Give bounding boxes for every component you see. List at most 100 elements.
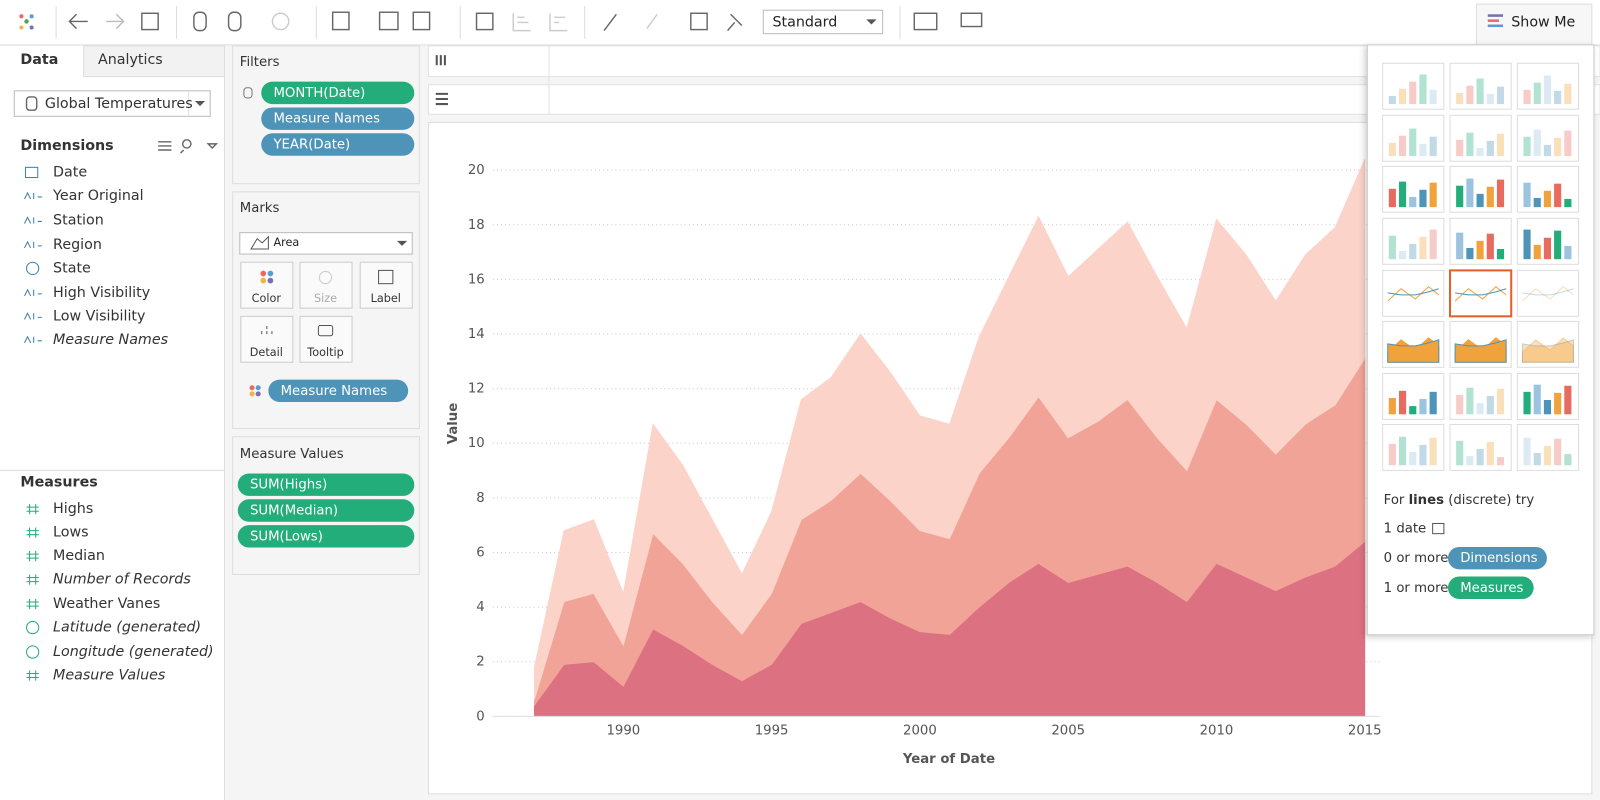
measure-value-pill[interactable] (237, 525, 415, 548)
thumb-mark (1486, 233, 1494, 260)
thumb-mark (1388, 142, 1396, 157)
clear-icon[interactable] (412, 11, 431, 31)
dimension-field[interactable]: Measure Names (53, 332, 169, 348)
measure-field[interactable]: Longitude (generated) (53, 644, 214, 660)
measure-field[interactable]: Lows (53, 525, 89, 541)
thumb-mark (1533, 82, 1541, 105)
measure-value-pill[interactable] (237, 473, 415, 496)
mark-button[interactable] (359, 261, 413, 309)
dimension-field[interactable]: State (53, 260, 91, 276)
chart-thumbnail[interactable] (1449, 423, 1512, 471)
thumb-mark (1496, 457, 1505, 466)
data-source-dropdown[interactable] (13, 90, 211, 117)
chart-thumbnail[interactable] (1516, 62, 1580, 110)
marks-pill[interactable]: Measure Names (281, 384, 388, 399)
measure-field[interactable]: Highs (53, 501, 93, 517)
sort-desc-icon[interactable] (549, 13, 568, 32)
thumb-mark (1456, 440, 1464, 466)
save-icon[interactable] (141, 12, 159, 31)
mark-button[interactable] (240, 315, 294, 363)
show-me-label[interactable]: Show Me (1511, 14, 1575, 30)
chart-thumbnail[interactable] (1449, 62, 1512, 110)
chart-thumbnail[interactable] (1516, 114, 1580, 162)
datasource-icon[interactable] (227, 11, 242, 32)
thumb-line (1522, 288, 1574, 296)
refresh-icon[interactable] (271, 12, 290, 31)
dimension-field[interactable]: Region (53, 237, 102, 253)
dropdown-arrow (396, 240, 408, 246)
color-dot (260, 270, 267, 277)
filter-pill[interactable] (261, 81, 415, 105)
mark-button-label[interactable]: Detail (250, 346, 283, 359)
measure-field[interactable]: Number of Records (53, 572, 191, 588)
dimension-tools[interactable] (158, 139, 219, 154)
filter[interactable]: YEAR(Date) (272, 137, 350, 152)
dimension-field[interactable]: Low Visibility (53, 308, 146, 324)
dimension-field[interactable]: Year Original (52, 188, 144, 204)
dimension-field[interactable]: High Visibility (53, 285, 151, 301)
filter-pill[interactable] (261, 133, 415, 156)
mark-button-label[interactable]: Tooltip (306, 346, 343, 359)
show-me-hint: For lines (discrete) try (1384, 493, 1535, 508)
pin-icon[interactable] (727, 13, 743, 32)
measure-value[interactable]: SUM(Lows) (250, 529, 323, 544)
view-size-dropdown[interactable] (762, 9, 884, 35)
mark-button[interactable] (299, 261, 353, 309)
mark-button-label[interactable]: Color (252, 292, 282, 305)
sort-asc-icon[interactable] (512, 13, 531, 32)
chart-thumbnail[interactable] (1516, 269, 1580, 317)
chart-thumbnail[interactable] (1382, 217, 1445, 265)
forward-icon[interactable] (106, 13, 125, 30)
filter[interactable]: Measure Names (273, 112, 380, 127)
thumb-line (1387, 288, 1439, 296)
duplicate-icon[interactable] (378, 11, 399, 31)
geo-icon (26, 620, 40, 635)
text-icon[interactable] (690, 12, 708, 31)
thumb-mark (1476, 78, 1484, 105)
mark-button-label[interactable]: Size (314, 292, 337, 305)
measure-value-pill[interactable] (237, 499, 415, 522)
chart-thumbnail[interactable] (1516, 320, 1580, 368)
measure-value[interactable]: SUM(Median) (250, 504, 338, 519)
chart-thumbnail[interactable] (1382, 423, 1445, 471)
chart: 0 2 4 6 8 10 12 14 16 18 20 1990 1995 2000 2005 2010 201… (446, 159, 1382, 767)
marks-pill-pill[interactable] (268, 379, 409, 403)
mark-button[interactable] (299, 315, 353, 363)
highlight-icon[interactable] (603, 13, 617, 32)
measure-field[interactable]: Weather Vanes (53, 596, 160, 612)
requirement[interactable]: Measures (1460, 581, 1523, 596)
measure-field[interactable]: Latitude (generated) (53, 620, 201, 636)
chart-thumbnail[interactable] (1449, 372, 1512, 420)
chart-thumbnail[interactable] (1449, 114, 1512, 162)
requirement-pill[interactable] (1447, 576, 1534, 599)
thumb-mark (1543, 75, 1552, 105)
chart-thumbnail[interactable] (1382, 62, 1445, 110)
analytics-tab-label[interactable]: Analytics (98, 52, 163, 68)
attach-icon[interactable] (646, 13, 658, 29)
back-icon[interactable] (68, 13, 88, 30)
y-tick-label: 14 (468, 327, 485, 342)
new-sheet-icon[interactable] (331, 11, 350, 31)
requirement-pill[interactable] (1447, 546, 1547, 570)
measure-field[interactable]: Median (53, 548, 105, 564)
dimension-field[interactable]: Station (53, 212, 104, 228)
color-dot (255, 391, 261, 397)
analytics-tab[interactable] (83, 45, 225, 78)
mark-button-label[interactable]: Label (371, 292, 401, 305)
dimension-field[interactable]: Date (53, 164, 87, 180)
chart-thumbnail[interactable] (1516, 423, 1580, 471)
new-datasource-icon[interactable] (193, 11, 207, 32)
measure-value[interactable]: SUM(Highs) (250, 478, 327, 493)
cards-icon[interactable] (913, 12, 938, 31)
mark-button[interactable] (240, 261, 294, 309)
mark-type-dropdown[interactable] (239, 232, 413, 255)
chart-thumbnail[interactable] (1382, 114, 1445, 162)
swap-icon[interactable] (475, 12, 494, 31)
mark-type: Area (273, 236, 299, 249)
filter-pill[interactable] (261, 107, 415, 130)
measure-field[interactable]: Measure Values (53, 668, 166, 684)
requirement[interactable]: Dimensions (1460, 551, 1537, 566)
filter[interactable]: MONTH(Date) (273, 86, 365, 101)
data-tab[interactable]: Data (20, 52, 58, 68)
presentation-icon[interactable] (960, 12, 983, 28)
